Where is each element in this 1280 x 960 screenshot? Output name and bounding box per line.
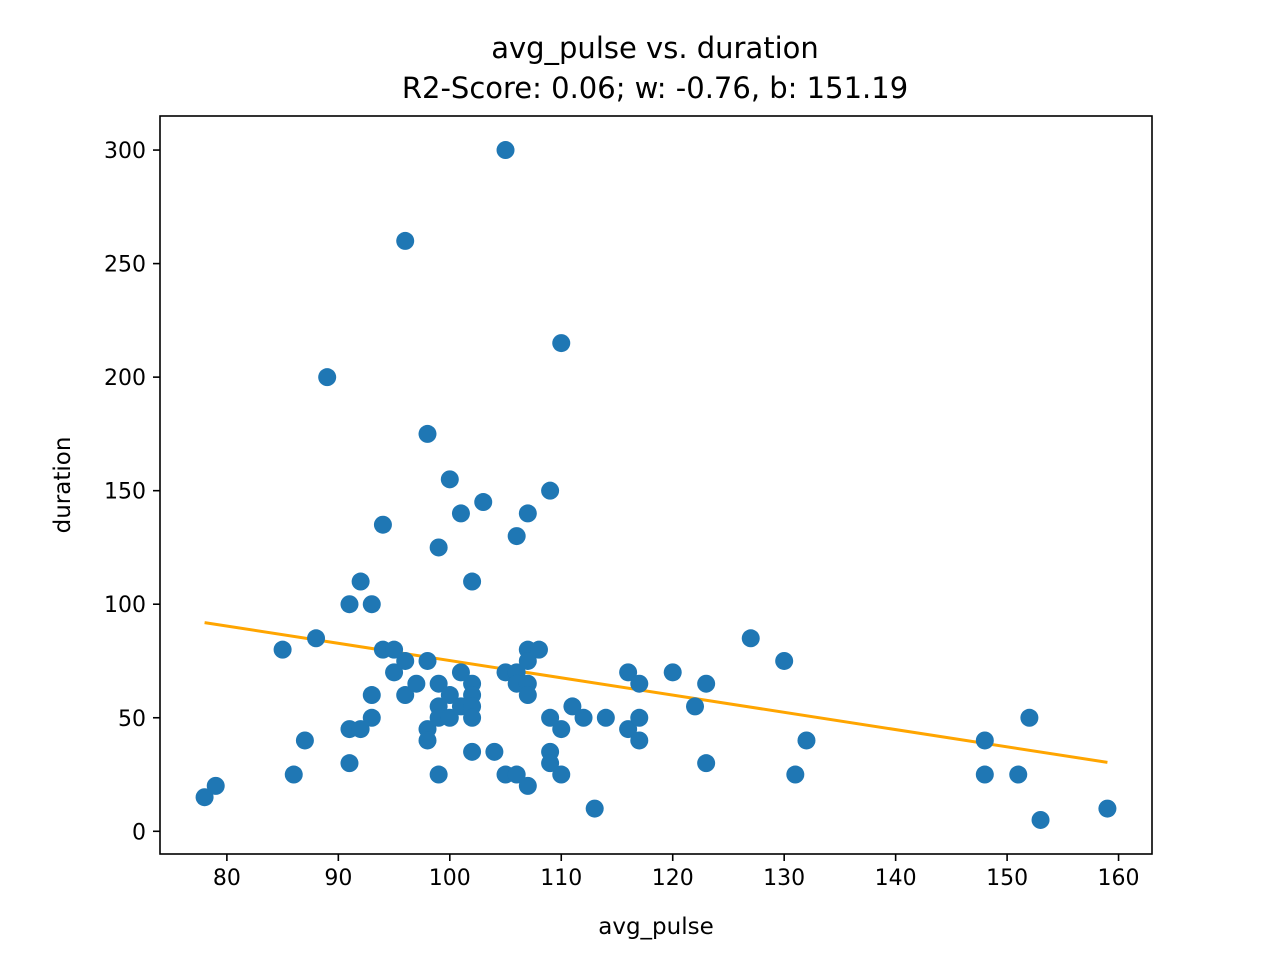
data-point xyxy=(373,515,392,534)
data-point xyxy=(1020,708,1039,727)
regression-line xyxy=(204,621,1108,764)
data-point xyxy=(273,640,292,659)
data-point xyxy=(463,742,482,761)
data-point xyxy=(518,686,537,705)
data-point xyxy=(284,765,303,784)
data-point xyxy=(440,686,459,705)
data-point xyxy=(619,663,638,682)
y-tick-label: 300 xyxy=(104,139,146,164)
data-point xyxy=(418,731,437,750)
data-point xyxy=(418,424,437,443)
data-point xyxy=(340,595,359,614)
data-point xyxy=(396,651,415,670)
x-tick-label: 140 xyxy=(875,866,917,891)
x-tick-label: 130 xyxy=(763,866,805,891)
data-point xyxy=(407,674,426,693)
data-point xyxy=(351,572,370,591)
y-tick-label: 150 xyxy=(104,480,146,505)
x-tick-label: 110 xyxy=(540,866,582,891)
data-point xyxy=(686,697,705,716)
data-point xyxy=(362,708,381,727)
data-point xyxy=(496,141,515,160)
data-point xyxy=(362,595,381,614)
x-tick-label: 100 xyxy=(429,866,471,891)
y-tick-label: 100 xyxy=(104,593,146,618)
data-point xyxy=(552,765,571,784)
data-point xyxy=(385,640,404,659)
data-point xyxy=(474,493,493,512)
data-point xyxy=(797,731,816,750)
data-point xyxy=(451,663,470,682)
data-point xyxy=(630,731,649,750)
data-point xyxy=(697,674,716,693)
data-point xyxy=(541,708,560,727)
data-point xyxy=(396,231,415,250)
data-point xyxy=(463,708,482,727)
data-point xyxy=(663,663,682,682)
x-tick-label: 80 xyxy=(213,866,241,891)
data-point xyxy=(518,651,537,670)
data-point xyxy=(429,674,448,693)
data-point xyxy=(396,686,415,705)
data-point xyxy=(518,776,537,795)
data-point xyxy=(307,629,326,648)
data-point xyxy=(1009,765,1028,784)
data-point xyxy=(362,686,381,705)
data-point xyxy=(1031,810,1050,829)
y-tick-label: 250 xyxy=(104,253,146,278)
data-point xyxy=(541,754,560,773)
data-point xyxy=(340,754,359,773)
data-point xyxy=(775,651,794,670)
data-point xyxy=(975,731,994,750)
x-axis-label: avg_pulse xyxy=(598,914,714,940)
data-point xyxy=(1098,799,1117,818)
y-tick-label: 200 xyxy=(104,366,146,391)
data-point xyxy=(541,481,560,500)
data-point xyxy=(529,640,548,659)
y-axis-label: duration xyxy=(50,437,76,534)
data-point xyxy=(552,334,571,353)
x-tick-label: 120 xyxy=(652,866,694,891)
data-point xyxy=(596,708,615,727)
data-point xyxy=(574,708,593,727)
data-point xyxy=(585,799,604,818)
data-point xyxy=(429,538,448,557)
data-point xyxy=(697,754,716,773)
data-point xyxy=(975,765,994,784)
data-point xyxy=(507,527,526,546)
data-point xyxy=(195,788,214,807)
data-point xyxy=(563,697,582,716)
data-point xyxy=(552,720,571,739)
data-point xyxy=(451,504,470,523)
plot-frame xyxy=(159,115,1153,855)
x-tick-label: 150 xyxy=(986,866,1028,891)
data-point xyxy=(429,765,448,784)
data-point xyxy=(619,720,638,739)
y-tick-label: 0 xyxy=(132,820,146,845)
data-point xyxy=(351,720,370,739)
data-point xyxy=(295,731,314,750)
data-point xyxy=(507,765,526,784)
data-point xyxy=(630,674,649,693)
y-tick-label: 50 xyxy=(118,707,146,732)
x-tick-label: 90 xyxy=(324,866,352,891)
data-point xyxy=(630,708,649,727)
data-point xyxy=(206,776,225,795)
data-point xyxy=(440,708,459,727)
data-point xyxy=(485,742,504,761)
x-tick-label: 160 xyxy=(1098,866,1140,891)
data-point xyxy=(418,651,437,670)
data-point xyxy=(518,504,537,523)
data-point xyxy=(741,629,760,648)
data-point xyxy=(440,470,459,489)
chart-title: avg_pulse vs. duration xyxy=(491,31,819,65)
data-point xyxy=(786,765,805,784)
chart-subtitle: R2-Score: 0.06; w: -0.76, b: 151.19 xyxy=(402,71,908,105)
data-point xyxy=(318,368,337,387)
data-point xyxy=(463,572,482,591)
data-point xyxy=(385,663,404,682)
